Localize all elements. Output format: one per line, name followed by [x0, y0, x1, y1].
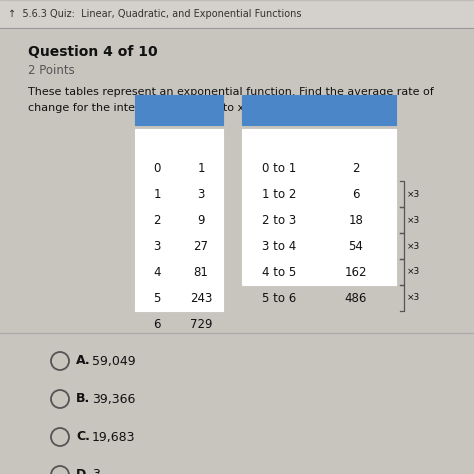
Text: Question 4 of 10: Question 4 of 10 [28, 45, 158, 59]
Text: 81: 81 [193, 265, 209, 279]
Bar [179, 155, 223, 181]
Text: 18: 18 [348, 213, 364, 227]
Text: 5: 5 [153, 292, 161, 304]
Text: 19,683: 19,683 [92, 430, 136, 444]
Text: 1 to 2: 1 to 2 [262, 188, 296, 201]
Text: Interval: Interval [256, 135, 302, 145]
Text: B.: B. [76, 392, 90, 405]
Text: ×3: ×3 [407, 216, 420, 225]
Text: x: x [153, 134, 161, 146]
Bar [179, 259, 223, 285]
Bar [179, 285, 223, 311]
Text: 243: 243 [190, 292, 212, 304]
Text: 2: 2 [352, 162, 360, 174]
Text: 5 to 6: 5 to 6 [262, 292, 296, 304]
Bar [179, 95, 223, 125]
Text: 54: 54 [348, 239, 364, 253]
Text: 27: 27 [193, 239, 209, 253]
Text: D.: D. [76, 468, 91, 474]
Bar [179, 207, 223, 233]
Bar [135, 129, 179, 155]
Bar [135, 285, 179, 311]
Text: 486: 486 [345, 292, 367, 304]
Text: 162: 162 [345, 265, 367, 279]
Text: ↑  5.6.3 Quiz:  Linear, Quadratic, and Exponential Functions: ↑ 5.6.3 Quiz: Linear, Quadratic, and Exp… [8, 9, 301, 19]
Bar [242, 259, 316, 285]
Text: change for the interval from x = 9 to x = 10.: change for the interval from x = 9 to x … [28, 103, 278, 113]
Text: ×3: ×3 [407, 267, 420, 276]
Text: 0: 0 [153, 162, 161, 174]
Bar [135, 259, 179, 285]
Text: These tables represent an exponential function. Find the average rate of: These tables represent an exponential fu… [28, 87, 434, 97]
Bar [135, 207, 179, 233]
Bar [135, 95, 179, 125]
Text: 1: 1 [153, 188, 161, 201]
Bar [135, 155, 179, 181]
Text: 1: 1 [197, 162, 205, 174]
Bar [135, 181, 179, 207]
Text: ×3: ×3 [407, 190, 420, 199]
Text: A.: A. [76, 355, 91, 367]
Bar [316, 95, 396, 125]
Text: 729: 729 [190, 318, 212, 330]
Bar [242, 95, 316, 125]
Bar [242, 181, 316, 207]
Bar [316, 129, 396, 155]
Text: 59,049: 59,049 [92, 355, 136, 367]
Text: 6: 6 [352, 188, 360, 201]
Text: 3: 3 [92, 468, 100, 474]
Text: 2: 2 [153, 213, 161, 227]
Bar [242, 155, 316, 181]
Text: y: y [197, 134, 205, 146]
Bar [316, 155, 396, 181]
Text: Average rate
of change: Average rate of change [318, 129, 394, 151]
Text: 6: 6 [153, 318, 161, 330]
Bar [242, 129, 316, 155]
Bar [316, 181, 396, 207]
Text: ×3: ×3 [407, 241, 420, 250]
Bar [242, 233, 316, 259]
Bar [316, 259, 396, 285]
Bar [316, 233, 396, 259]
Text: ×3: ×3 [407, 293, 420, 302]
Bar [242, 207, 316, 233]
Text: 3: 3 [197, 188, 205, 201]
Bar [179, 233, 223, 259]
Bar [316, 207, 396, 233]
Bar [179, 129, 223, 155]
Text: 3 to 4: 3 to 4 [262, 239, 296, 253]
Text: 4 to 5: 4 to 5 [262, 265, 296, 279]
Bar [179, 181, 223, 207]
Text: 2 to 3: 2 to 3 [262, 213, 296, 227]
Text: 9: 9 [197, 213, 205, 227]
Text: C.: C. [76, 430, 90, 444]
Text: 4: 4 [153, 265, 161, 279]
Bar [135, 233, 179, 259]
Text: 39,366: 39,366 [92, 392, 136, 405]
Text: 3: 3 [153, 239, 161, 253]
Text: 2 Points: 2 Points [28, 64, 75, 76]
Text: 0 to 1: 0 to 1 [262, 162, 296, 174]
